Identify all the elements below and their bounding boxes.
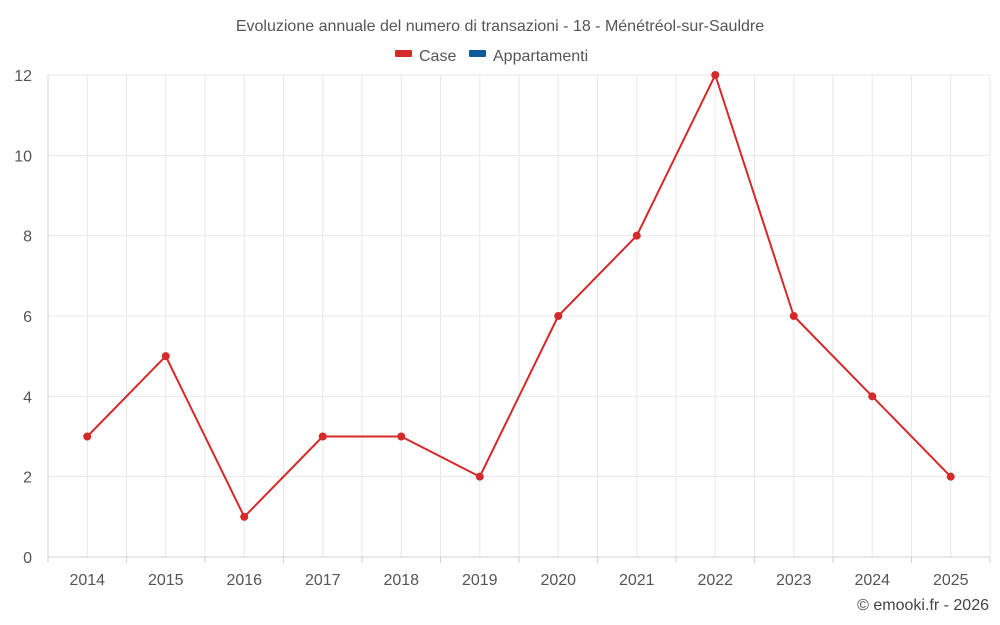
- y-tick-label: 6: [23, 309, 32, 326]
- x-tick-label: 2018: [383, 572, 419, 589]
- legend-item-case[interactable]: Case: [395, 48, 456, 65]
- y-tick-label: 12: [14, 68, 32, 85]
- x-tick-label: 2016: [226, 572, 262, 589]
- legend-label-appartamenti: Appartamenti: [493, 48, 588, 65]
- y-tick-label: 0: [23, 550, 32, 567]
- x-tick-label: 2023: [776, 572, 812, 589]
- legend-label-case: Case: [419, 48, 456, 65]
- data-point-case[interactable]: [83, 432, 92, 441]
- chart-title: Evoluzione annuale del numero di transaz…: [236, 18, 764, 35]
- data-point-case[interactable]: [789, 312, 798, 320]
- x-tick-label: 2014: [69, 572, 105, 589]
- series-line-case: [86, 74, 952, 518]
- data-point-case[interactable]: [711, 71, 720, 79]
- x-tick-label: 2024: [854, 572, 890, 589]
- x-tick-label: 2017: [305, 572, 341, 589]
- x-tick-label: 2020: [540, 572, 576, 589]
- data-point-case[interactable]: [868, 392, 877, 401]
- x-tick-label: 2015: [148, 572, 184, 589]
- data-point-case[interactable]: [161, 352, 170, 361]
- y-tick-label: 2: [23, 470, 32, 487]
- legend-swatch-case: [395, 50, 412, 57]
- x-tick-label: 2019: [462, 572, 498, 589]
- data-point-case[interactable]: [946, 472, 955, 481]
- series-lines: [86, 74, 952, 518]
- data-point-case[interactable]: [240, 512, 249, 521]
- legend: Case Appartamenti: [395, 48, 588, 65]
- series-points: [83, 71, 955, 521]
- data-point-case[interactable]: [632, 231, 641, 240]
- legend-item-appartamenti[interactable]: Appartamenti: [469, 48, 588, 65]
- x-tick-label: 2025: [933, 572, 969, 589]
- y-tick-label: 10: [14, 148, 32, 165]
- axes: [47, 75, 991, 563]
- x-axis-tick-labels: 2014 2015 2016 2017 2018 2019 2020 2021 2022 2023…: [69, 572, 968, 589]
- data-point-case[interactable]: [475, 472, 484, 481]
- data-point-case[interactable]: [397, 432, 406, 441]
- data-point-case[interactable]: [318, 432, 327, 441]
- x-tick-label: 2022: [697, 572, 733, 589]
- y-tick-label: 4: [23, 389, 32, 406]
- y-axis-tick-labels: 0 2 4 6 8 10 12: [14, 68, 32, 567]
- legend-swatch-appartamenti: [469, 50, 486, 57]
- data-point-case[interactable]: [554, 312, 563, 320]
- credit-text: © emooki.fr - 2026: [857, 597, 989, 614]
- y-tick-label: 8: [23, 229, 32, 246]
- x-tick-label: 2021: [619, 572, 655, 589]
